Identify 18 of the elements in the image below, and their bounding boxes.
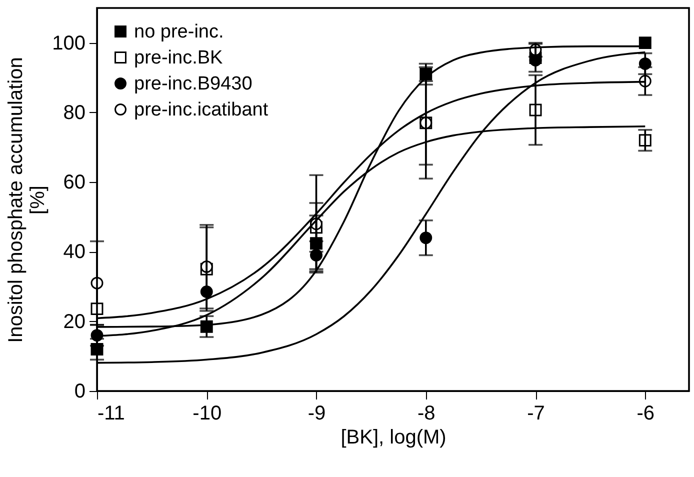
y-tick-label: 0 bbox=[74, 380, 86, 402]
legend-label: pre-inc.B9430 bbox=[134, 74, 252, 94]
y-tick-label: 80 bbox=[63, 102, 86, 124]
x-tick-label: -10 bbox=[192, 402, 222, 424]
y-tick-label: 40 bbox=[63, 241, 86, 264]
x-tick-label: -8 bbox=[417, 402, 436, 424]
legend-label: pre-inc.BK bbox=[134, 48, 224, 68]
y-tick-label: 100 bbox=[52, 32, 86, 54]
x-axis-title: [BK], log(M) bbox=[340, 426, 446, 448]
x-tick-label: -11 bbox=[98, 402, 125, 424]
y-tick-label: 20 bbox=[63, 310, 86, 333]
x-tick-label: -6 bbox=[636, 402, 655, 424]
legend-label: pre-inc.icatibant bbox=[134, 100, 269, 120]
y-tick-label: 60 bbox=[63, 172, 86, 194]
y-axis-title: Inositol phosphate accumulation [%] bbox=[5, 57, 50, 343]
x-tick-label: -9 bbox=[308, 402, 326, 424]
legend-label: no pre-inc. bbox=[134, 22, 224, 42]
x-tick-label: -7 bbox=[527, 402, 545, 424]
